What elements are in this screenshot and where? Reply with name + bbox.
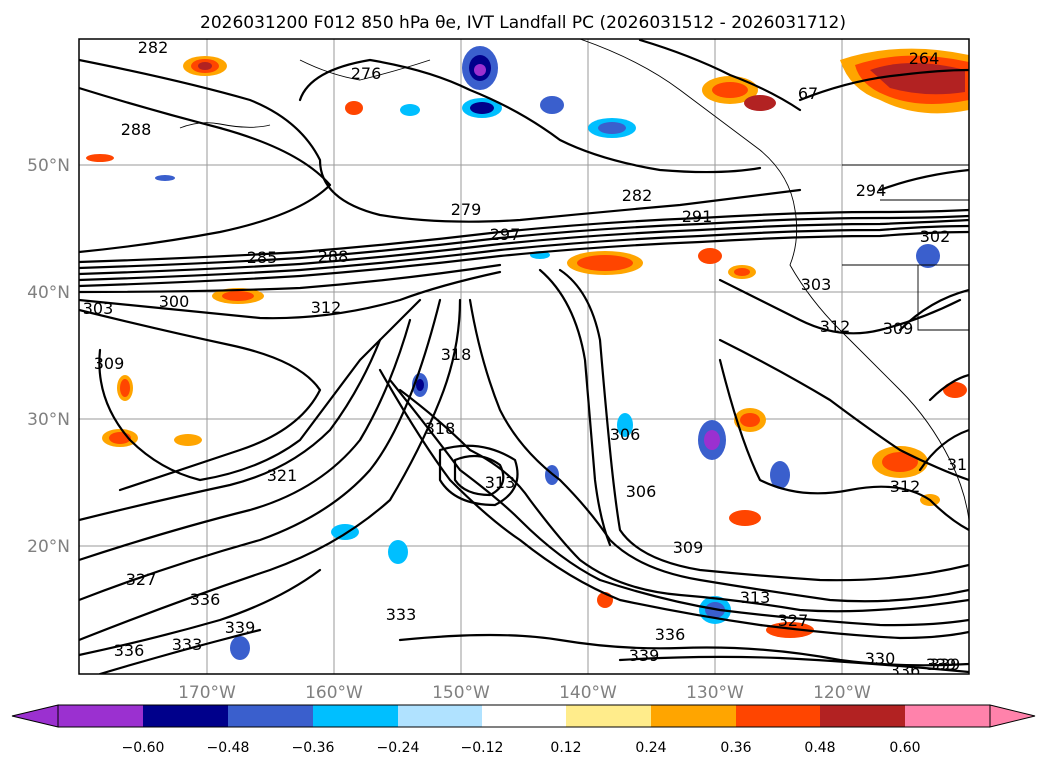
colorbar-tick-label: 0.48: [804, 740, 835, 756]
contour-label: 291: [682, 207, 713, 226]
contour-label: 313: [740, 588, 771, 607]
lat-tick-label: 40°N: [27, 283, 70, 303]
lon-tick-label: 170°W: [178, 683, 236, 703]
contour-label: 282: [622, 186, 653, 205]
contour-label: 276: [351, 64, 382, 83]
contour-label: 339: [225, 618, 256, 637]
colorbar-bin: [228, 705, 313, 727]
lon-tick-label: 140°W: [559, 683, 617, 703]
contour-label: 306: [626, 482, 657, 501]
contour-label: 327: [778, 611, 809, 630]
colorbar-bin: [905, 705, 990, 727]
contour-label: 31: [947, 455, 967, 474]
contour-label: 336: [114, 641, 145, 660]
map-title: 2026031200 F012 850 hPa θe, IVT Landfall…: [200, 13, 846, 33]
contour-label: 336: [190, 590, 221, 609]
contour-label: 303: [83, 299, 114, 318]
colorbar-bin: [398, 705, 482, 727]
colorbar-bin: [482, 705, 566, 727]
contour-label: 339: [926, 655, 957, 674]
lon-tick-label: 150°W: [432, 683, 490, 703]
contour-label: 282: [138, 38, 169, 57]
contour-label: 306: [610, 425, 641, 444]
graticule: [79, 39, 969, 674]
contour-label: 288: [121, 120, 152, 139]
contour-label: 303: [801, 275, 832, 294]
colorbar: −0.60 −0.48 −0.36 −0.24 −0.12 0.12 0.24 …: [11, 704, 1036, 756]
contour-label: 312: [311, 298, 342, 317]
theta-e-contours: [79, 39, 969, 674]
colorbar-tick-label: −0.12: [461, 740, 504, 756]
contour-label: 318: [425, 419, 456, 438]
contour-label: 279: [451, 200, 482, 219]
colorbar-bin: [313, 705, 398, 727]
contour-label: 330: [865, 649, 896, 668]
contour-label: 333: [172, 635, 203, 654]
contour-label: 288: [318, 247, 349, 266]
colorbar-bin: [736, 705, 820, 727]
contour-label: 327: [126, 570, 157, 589]
shading-layer: [86, 46, 969, 660]
lon-tick-label: 120°W: [813, 683, 871, 703]
contour-label: 312: [820, 317, 851, 336]
colorbar-bin: [820, 705, 905, 727]
colorbar-tick-label: 0.36: [720, 740, 751, 756]
contour-label: 336: [655, 625, 686, 644]
contour-label: 339: [930, 655, 961, 674]
lon-tick-label: 130°W: [686, 683, 744, 703]
map-frame: [78, 38, 970, 675]
contour-label: 333: [386, 605, 417, 624]
colorbar-extend-low: [11, 704, 59, 728]
contour-label: 300: [159, 292, 190, 311]
colorbar-tick-label: 0.24: [635, 740, 666, 756]
contour-label: 336: [890, 661, 921, 680]
contour-label: 321: [267, 466, 298, 485]
contour-label: 67: [798, 84, 818, 103]
colorbar-extend-high: [989, 704, 1036, 728]
contour-label: 309: [673, 538, 704, 557]
colorbar-tick-label: −0.48: [207, 740, 250, 756]
contour-label: 294: [856, 181, 887, 200]
contour-label: 285: [247, 248, 278, 267]
colorbar-tick-label: 0.12: [550, 740, 581, 756]
colorbar-tick-label: 0.60: [889, 740, 920, 756]
coastlines: [179, 39, 969, 521]
lat-tick-label: 50°N: [27, 156, 70, 176]
colorbar-bin: [651, 705, 736, 727]
contour-label: 318: [441, 345, 472, 364]
contour-label: 312: [890, 477, 921, 496]
contour-label: 302: [920, 227, 951, 246]
lat-tick-label: 30°N: [27, 410, 70, 430]
colorbar-bin: [566, 705, 651, 727]
contour-label: 309: [883, 319, 914, 338]
colorbar-tick-label: −0.60: [122, 740, 165, 756]
contour-label: 264: [909, 49, 940, 68]
colorbar-bin: [58, 705, 143, 727]
map-content: 282 276 264 67 288 279 282 291 294 302 2…: [79, 38, 969, 680]
lat-tick-label: 20°N: [27, 537, 70, 557]
lon-axis: 170°W 160°W 150°W 140°W 130°W 120°W: [178, 683, 871, 703]
contour-label: 313: [485, 473, 516, 492]
contour-label: 309: [94, 354, 125, 373]
colorbar-tick-label: −0.36: [292, 740, 335, 756]
contour-labels: 282 276 264 67 288 279 282 291 294 302 2…: [83, 38, 967, 680]
colorbar-tick-label: −0.24: [377, 740, 420, 756]
contour-label: 297: [490, 225, 521, 244]
lon-tick-label: 160°W: [305, 683, 363, 703]
colorbar-bin: [143, 705, 228, 727]
lat-axis: 50°N 40°N 30°N 20°N: [27, 156, 70, 557]
contour-label: 339: [629, 646, 660, 665]
map-area: [79, 39, 969, 674]
